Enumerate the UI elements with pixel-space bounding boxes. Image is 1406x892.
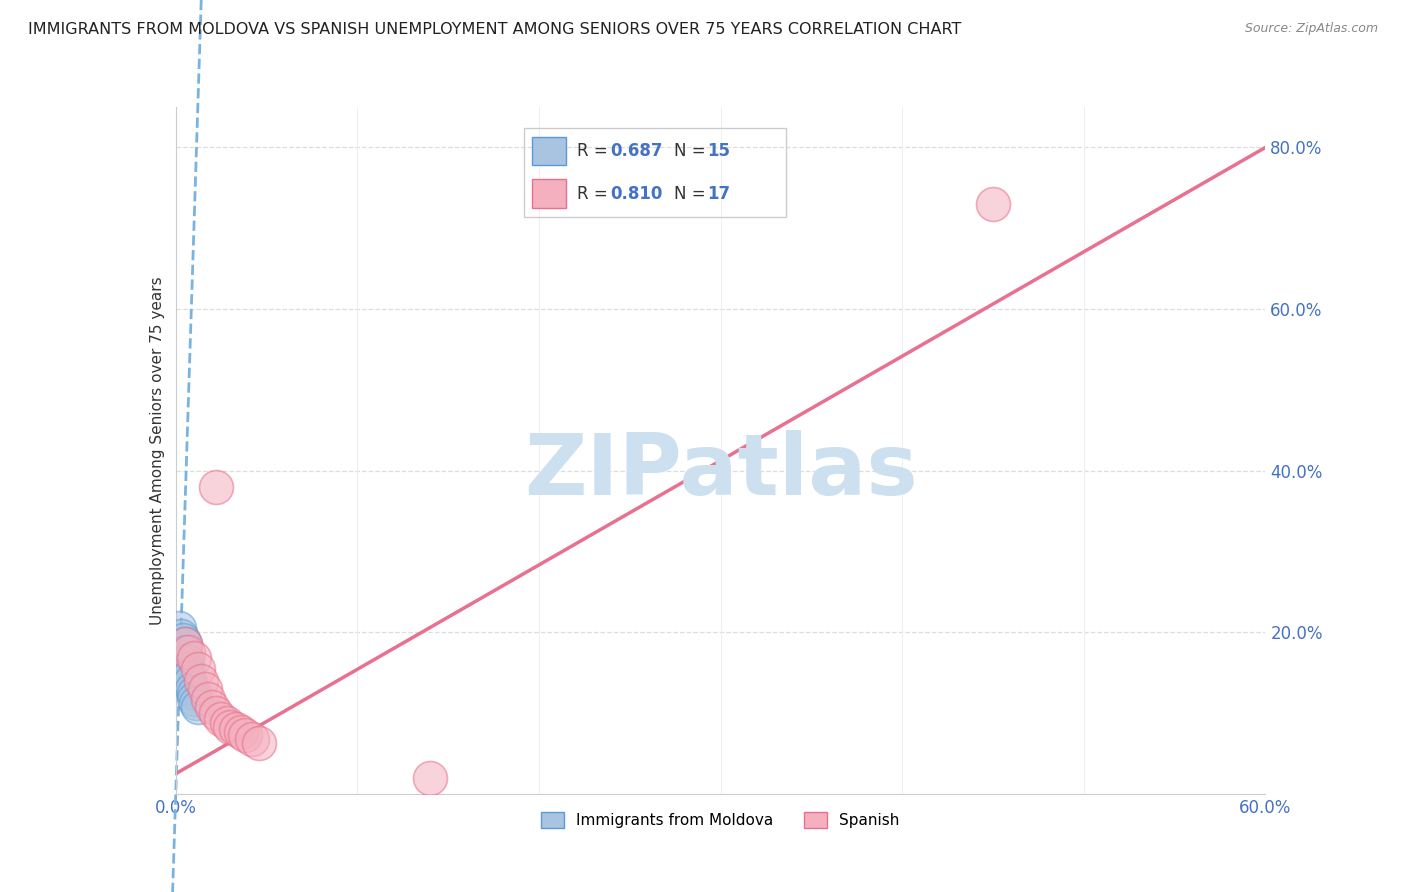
Point [186,699,209,714]
Point [183,651,205,665]
Point [247,736,270,750]
Point [183,691,205,706]
Point [225,723,247,737]
Point [197,691,219,706]
Point [170,629,193,643]
Point [177,670,200,684]
Point [231,724,253,739]
Point [179,675,201,690]
Point [204,706,226,720]
Point [183,686,205,700]
Point [177,665,200,680]
Point [194,681,217,696]
Point [981,197,1004,211]
Point [177,645,200,659]
Point [173,637,195,651]
Point [209,712,232,726]
Point [219,720,242,734]
Point [184,697,207,711]
Point [176,662,198,676]
Point [173,645,195,659]
Point [169,621,191,635]
Text: ZIPatlas: ZIPatlas [523,430,918,513]
Text: IMMIGRANTS FROM MOLDOVA VS SPANISH UNEMPLOYMENT AMONG SENIORS OVER 75 YEARS CORR: IMMIGRANTS FROM MOLDOVA VS SPANISH UNEMP… [28,22,962,37]
Point [173,637,195,651]
Point [172,633,194,648]
Point [181,681,204,696]
Point [233,728,256,742]
Point [176,654,198,668]
Point [201,699,224,714]
Text: Source: ZipAtlas.com: Source: ZipAtlas.com [1244,22,1378,36]
Point [240,731,263,746]
Point [419,771,441,785]
Legend: Immigrants from Moldova, Spanish: Immigrants from Moldova, Spanish [536,806,905,834]
Point [186,662,209,676]
Point [215,715,238,730]
Point [190,673,212,688]
Point [204,480,226,494]
Y-axis label: Unemployment Among Seniors over 75 years: Unemployment Among Seniors over 75 years [149,277,165,624]
